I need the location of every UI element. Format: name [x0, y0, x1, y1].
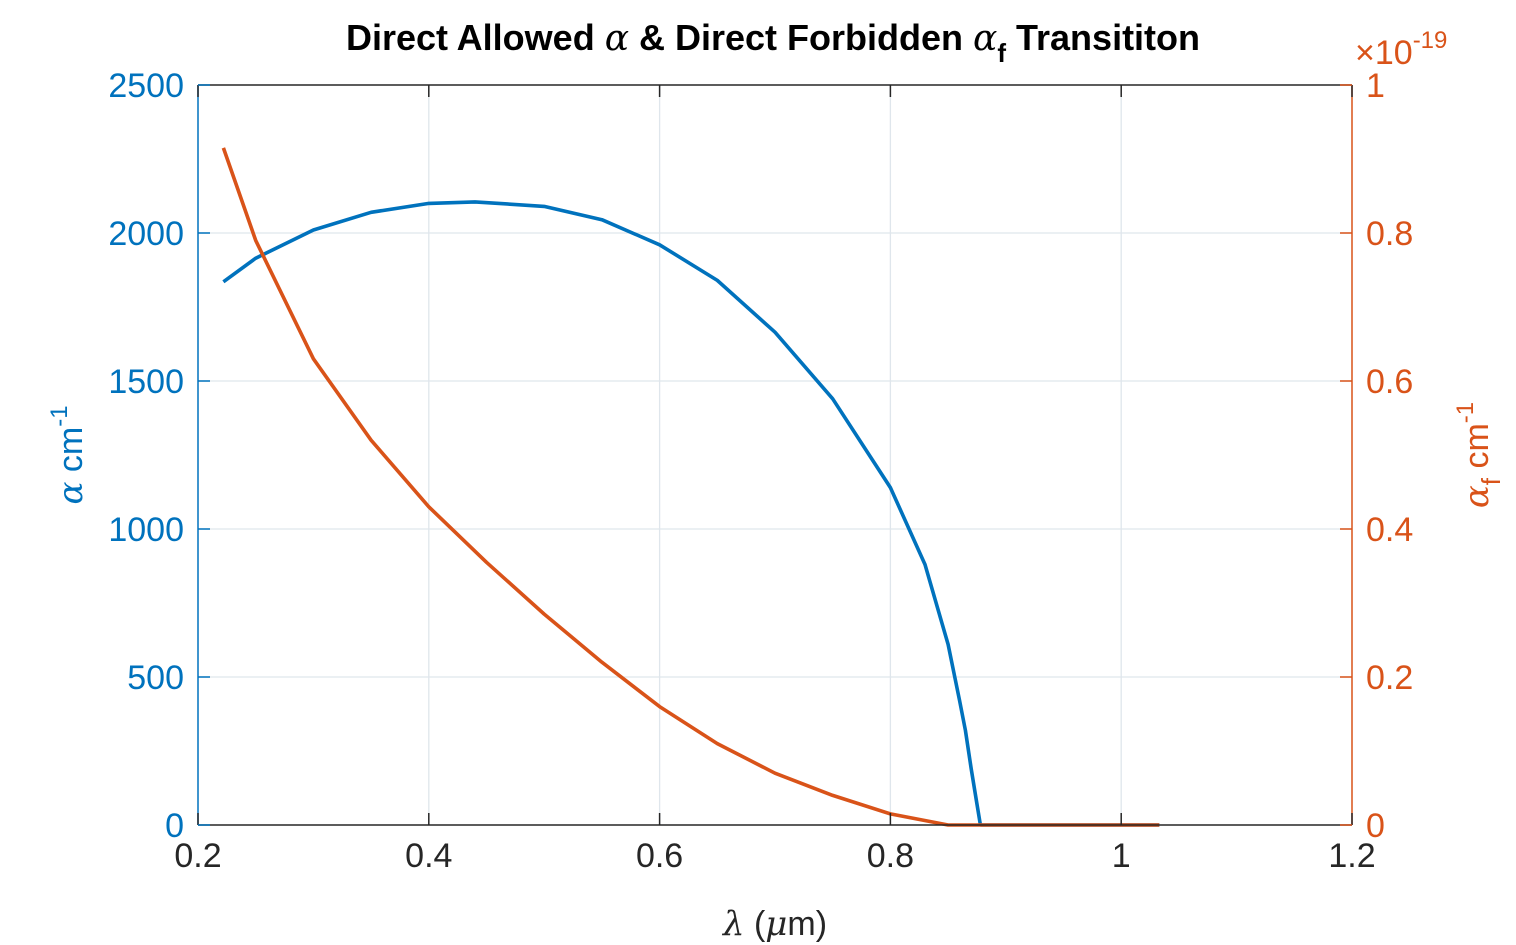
x-tick-label: 0.4 [405, 837, 452, 875]
y-left-tick-label: 2500 [108, 67, 184, 105]
y-right-tick-label: 0.4 [1366, 511, 1413, 549]
y-left-tick-label: 2000 [108, 215, 184, 253]
y-axis-right-label: αf cm-1 [1452, 402, 1506, 508]
x-tick-label: 0.8 [867, 837, 914, 875]
x-tick-label: 0.2 [174, 837, 221, 875]
y-left-tick-label: 1500 [108, 363, 184, 401]
y-axis-right-exponent: ×10-19 [1355, 27, 1447, 72]
y-right-tick-label: 0.8 [1366, 215, 1413, 253]
x-tick-label: 1 [1112, 837, 1131, 875]
grid-layer [198, 85, 1352, 825]
y-right-tick-label: 0.2 [1366, 659, 1413, 697]
x-tick-label: 0.6 [636, 837, 683, 875]
y-right-tick-label: 1 [1366, 67, 1385, 105]
y-right-tick-label: 0 [1366, 807, 1385, 845]
x-tick-label: 1.2 [1328, 837, 1375, 875]
series-line-right [221, 147, 1160, 827]
y-left-tick-label: 0 [165, 807, 184, 845]
chart-title: Direct Allowed α & Direct Forbidden αf T… [346, 17, 1200, 68]
axes-layer: 0.2 0.4 0.6 0.8 1 1.20500100015002000250000.2… [108, 67, 1413, 875]
series-layer [221, 147, 1160, 827]
y-right-tick-label: 0.6 [1366, 363, 1413, 401]
y-axis-left-label: α cm-1 [46, 405, 91, 504]
series-line-left [222, 200, 983, 826]
x-axis-label: λ (μm) [721, 904, 827, 944]
y-left-tick-label: 1000 [108, 511, 184, 549]
y-left-tick-label: 500 [127, 659, 184, 697]
